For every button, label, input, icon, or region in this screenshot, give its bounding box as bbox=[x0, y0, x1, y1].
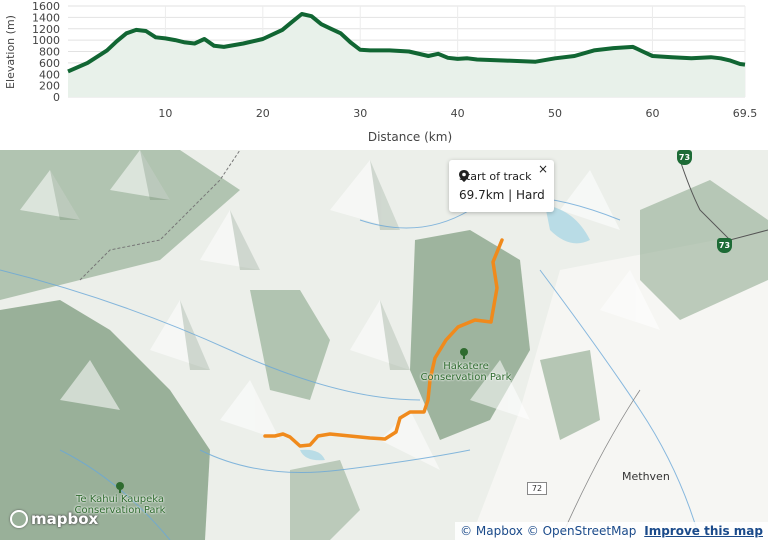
track-popup[interactable]: Start of track 69.7km | Hard × bbox=[449, 160, 554, 212]
y-axis-label: Elevation (m) bbox=[4, 15, 17, 89]
popup-info: 69.7km | Hard bbox=[459, 188, 545, 202]
y-tick-label: 600 bbox=[39, 57, 60, 70]
elevation-line bbox=[67, 12, 746, 74]
x-tick-label: 50 bbox=[548, 107, 562, 120]
y-tick-label: 1400 bbox=[32, 11, 60, 24]
y-tick-label: 200 bbox=[39, 80, 60, 93]
map-pin-icon bbox=[459, 170, 469, 182]
y-tick-label: 1600 bbox=[32, 0, 60, 13]
highway-shield-73: 73 bbox=[717, 238, 732, 253]
map-attribution: © Mapbox © OpenStreetMap Improve this ma… bbox=[455, 522, 768, 540]
x-axis-label: Distance (km) bbox=[368, 130, 452, 144]
x-tick-label: 20 bbox=[256, 107, 270, 120]
map-view[interactable]: 73 73 72 Hakatere Conservation Park Te K… bbox=[0, 150, 768, 540]
x-tick-label: 60 bbox=[645, 107, 659, 120]
x-axis-ticks: 10 20 30 40 50 60 69.5 bbox=[158, 107, 757, 120]
tekahui-park-label: Te Kahui Kaupeka Conservation Park bbox=[74, 494, 166, 516]
methven-label: Methven bbox=[622, 470, 670, 483]
x-tick-label: 69.5 bbox=[733, 107, 758, 120]
y-tick-label: 0 bbox=[53, 91, 60, 104]
y-tick-label: 1000 bbox=[32, 34, 60, 47]
highway-shield-73: 73 bbox=[677, 150, 692, 165]
improve-map-link[interactable]: Improve this map bbox=[644, 524, 763, 538]
popup-title: Start of track bbox=[459, 170, 532, 183]
mapbox-attribution-link[interactable]: © Mapbox bbox=[460, 524, 523, 538]
osm-attribution-link[interactable]: © OpenStreetMap bbox=[526, 524, 637, 538]
track-route bbox=[263, 238, 504, 448]
x-tick-label: 30 bbox=[353, 107, 367, 120]
elevation-area bbox=[68, 14, 745, 97]
map-terrain bbox=[0, 150, 768, 540]
route-marker-72: 72 bbox=[527, 482, 547, 495]
y-tick-label: 800 bbox=[39, 46, 60, 59]
tree-icon bbox=[460, 348, 468, 359]
mapbox-logo[interactable]: mapbox bbox=[10, 510, 98, 528]
y-tick-label: 400 bbox=[39, 68, 60, 81]
x-tick-label: 10 bbox=[158, 107, 172, 120]
y-tick-label: 1200 bbox=[32, 23, 60, 36]
x-tick-label: 40 bbox=[451, 107, 465, 120]
hakatere-park-label: Hakatere Conservation Park bbox=[420, 361, 512, 383]
close-icon[interactable]: × bbox=[537, 162, 548, 176]
mapbox-logo-icon bbox=[10, 510, 28, 528]
tree-icon bbox=[116, 482, 124, 493]
